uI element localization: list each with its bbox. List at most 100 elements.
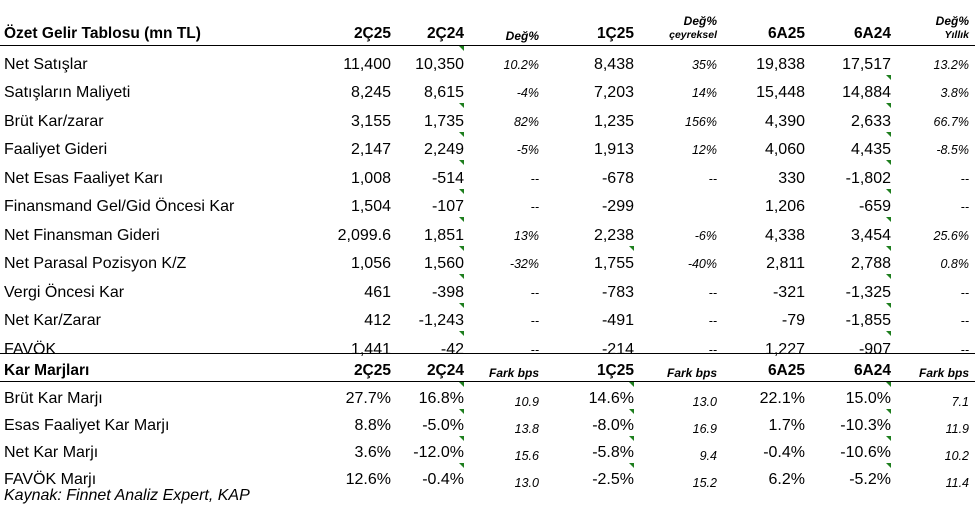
cell-v4: -5.8% [547,436,634,463]
cell-v6: 4,390 [764,112,805,130]
cell-v1: 461 [364,283,391,301]
cell-v2: -0.4% [391,463,464,490]
cell-v3: -- [530,200,539,214]
col-header-6m25: 6A25 [719,353,805,382]
cell-v6: 2,811 [766,255,805,272]
margins-header-row: Kar Marjları 2Ç25 2Ç24 Fark bps 1Ç25 Far… [0,353,975,382]
table-row: Net Kar/Zarar 412 -1,243 -- -491 -- -79 -1,855 -… [0,302,975,332]
cell-v8: 3.8% [940,86,970,100]
cell-v4: -8.0% [547,409,634,436]
col-header-change-qoq-line1: Değ% [683,14,717,28]
row-label: Net Esas Faaliyet Karı [4,169,164,187]
cell-v7: 3,454 [805,217,891,246]
cell-v6: 4,338 [764,226,805,244]
table-row: Net Esas Faaliyet Karı 1,008 -514 -- -678 -- 3… [0,160,975,189]
income-table-title: Özet Gelir Tablosu (mn TL) [0,4,280,46]
cell-v4: 2,238 [593,226,634,244]
cell-v8: -- [960,342,969,357]
col-header-6m24: 6A24 [805,4,891,46]
row-label: Net Kar Marjı [4,444,99,461]
cell-v2: 1,560 [391,245,464,275]
cell-v7: 2,788 [805,245,891,275]
cell-v8: 13.2% [933,57,969,72]
margins-table: Kar Marjları 2Ç25 2Ç24 Fark bps 1Ç25 Far… [0,353,975,490]
cell-v8: -- [960,171,969,186]
row-label: Brüt Kar/zarar [4,112,104,130]
cell-v4: -299 [601,198,634,215]
cell-v5: 16.9 [692,422,717,436]
cell-v1: 1,056 [350,255,391,272]
table-row: FAVÖK Marjı 12.6% -0.4% 13.0 -2.5% 15.2 6.2% -5… [0,463,975,490]
row-label: Brüt Kar Marjı [4,390,103,407]
row-label: Satışların Maliyeti [4,84,131,101]
col-header-diff-bps: Fark bps [891,353,975,382]
source-note: Kaynak: Finnet Analiz Expert, KAP [4,487,250,504]
cell-v7: 14,884 [805,74,891,104]
cell-v1: 2,099.6 [337,226,391,244]
cell-v1: 1,504 [350,198,391,215]
col-header-change-qoq: Değ% çeyreksel [634,4,719,46]
cell-v1: 11,400 [343,55,391,73]
cell-v7: -659 [805,188,891,218]
row-label: Net Satışlar [4,55,88,73]
cell-v6: 15,448 [756,84,805,101]
cell-v3: -- [530,171,539,186]
cell-v3: 15.6 [514,449,539,463]
cell-v4: 1,755 [547,245,634,275]
cell-v4: -783 [601,283,634,301]
cell-v5 [634,189,719,218]
cell-v7: -10.6% [805,436,891,463]
cell-v3: -- [530,342,539,357]
table-row: Net Parasal Pozisyon K/Z 1,056 1,560 -32% 1,… [0,245,975,275]
cell-v3: 10.9 [514,395,539,409]
row-label: Vergi Öncesi Kar [4,283,125,301]
cell-v2: -398 [391,274,464,303]
col-header-6m24: 6A24 [805,353,891,382]
cell-v4: -491 [601,312,634,329]
cell-v2: -107 [391,188,464,218]
cell-v1: 8.8% [354,417,391,434]
cell-v4: 1,235 [593,112,634,130]
cell-v6: 1.7% [768,417,805,434]
cell-v8: -- [960,200,969,214]
table-row: Esas Faaliyet Kar Marjı 8.8% -5.0% 13.8 -8.0… [0,409,975,436]
row-label: Net Kar/Zarar [4,312,101,329]
cell-v2: -514 [391,160,464,189]
cell-v7: -1,325 [805,274,891,303]
cell-v4: 7,203 [593,84,634,101]
table-row: Finansmand Gel/Gid Öncesi Kar 1,504 -107 --… [0,188,975,218]
cell-v3: -4% [516,86,539,100]
cell-v4: -2.5% [547,463,634,490]
income-header-row: Özet Gelir Tablosu (mn TL) 2Ç25 2Ç24 Değ… [0,4,975,46]
table-row: Vergi Öncesi Kar 461 -398 -- -783 -- -321 -1,32… [0,274,975,303]
cell-v1: 1,008 [350,169,391,187]
cell-v1: 3.6% [354,444,391,461]
cell-v1: 3,155 [350,112,391,130]
cell-v4: 1,913 [593,141,634,158]
cell-v6: 22.1% [759,390,805,407]
table-row: Net Satışlar 11,400 10,350 10.2% 8,438 35% 19,… [0,45,975,75]
col-header-6m25: 6A25 [719,4,805,46]
col-header-change-qoq-line2: çeyreksel [669,29,717,41]
row-label: Net Finansman Gideri [4,226,160,244]
cell-v4: -678 [601,169,634,187]
cell-v1: 27.7% [345,390,391,407]
cell-v6: 330 [778,169,805,187]
cell-v8: 7.1 [951,395,969,409]
col-header-2q24: 2Ç24 [391,4,464,46]
cell-v5: 156% [685,114,717,129]
cell-v3: -- [530,314,539,328]
cell-v2: 16.8% [391,381,464,410]
cell-v5: 12% [691,143,717,157]
table-row: Net Finansman Gideri 2,099.6 1,851 13% 2,238… [0,217,975,246]
cell-v8: 11.9 [945,422,969,436]
cell-v8: -- [960,285,969,300]
col-header-2q24: 2Ç24 [391,353,464,382]
cell-v7: -10.3% [805,409,891,436]
cell-v3: 13% [513,228,539,243]
cell-v4: 14.6% [547,381,634,410]
cell-v6: 19,838 [756,55,805,73]
col-header-2q25: 2Ç25 [280,4,391,46]
cell-v8: -8.5% [936,143,969,157]
row-label: Faaliyet Gideri [4,141,108,158]
